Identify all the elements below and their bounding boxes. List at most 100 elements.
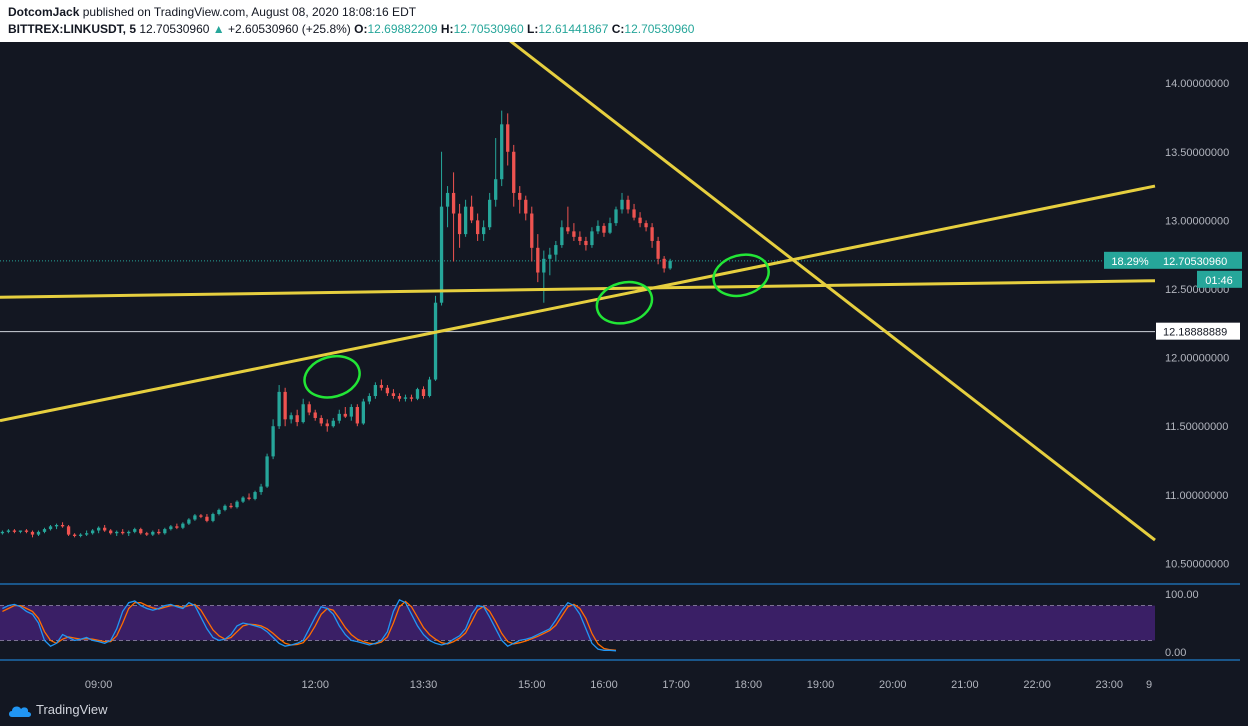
change-pct-text: 18.29% bbox=[1111, 256, 1149, 268]
candle-body bbox=[494, 179, 498, 200]
candle-body bbox=[66, 526, 71, 535]
time-tick-label: 15:00 bbox=[518, 679, 546, 691]
candle-body bbox=[415, 389, 420, 399]
candle-body bbox=[379, 385, 384, 388]
time-tick-label: 16:00 bbox=[590, 679, 618, 691]
candle-body bbox=[271, 426, 275, 457]
candle-body bbox=[229, 505, 233, 508]
candle-body bbox=[115, 531, 119, 534]
time-tick-label: 20:00 bbox=[879, 679, 907, 691]
candle-body bbox=[253, 492, 257, 499]
candle-body bbox=[367, 396, 372, 402]
candle-body bbox=[175, 526, 179, 528]
price-tick-label: 11.00000000 bbox=[1165, 490, 1228, 502]
candle-body bbox=[409, 397, 414, 399]
candle-body bbox=[283, 391, 287, 420]
symbol-label[interactable]: BITTREX:LINKUSDT, 5 bbox=[8, 22, 137, 36]
time-tick-label: 13:30 bbox=[410, 679, 438, 691]
stoch-tick-label: 100.00 bbox=[1165, 589, 1199, 601]
candle-body bbox=[512, 151, 516, 193]
candle-body bbox=[84, 533, 89, 535]
hline-text: 12.18888889 bbox=[1163, 327, 1227, 339]
candle-body bbox=[626, 199, 630, 210]
candle-body bbox=[259, 486, 263, 493]
candle-body bbox=[596, 225, 600, 232]
candle-body bbox=[103, 527, 107, 531]
candle-body bbox=[313, 412, 317, 418]
candle-body bbox=[488, 199, 492, 228]
time-tick-label: 09:00 bbox=[85, 679, 113, 691]
candle-body bbox=[60, 524, 65, 527]
brand-name: TradingView bbox=[36, 702, 108, 717]
candle-body bbox=[560, 227, 564, 246]
author-name[interactable]: DotcomJack bbox=[8, 5, 80, 19]
candle-body bbox=[566, 227, 570, 232]
price-chart[interactable]: 14.0000000013.5000000013.0000000012.5000… bbox=[0, 42, 1248, 692]
close-label: C: bbox=[611, 22, 625, 36]
current-price-badge bbox=[1156, 251, 1242, 269]
candle-body bbox=[241, 497, 245, 502]
candle-body bbox=[139, 529, 143, 534]
candle-body bbox=[506, 124, 510, 152]
candle-body bbox=[6, 530, 11, 532]
tradingview-logo[interactable]: TradingView bbox=[8, 702, 108, 718]
current-price-text: 12.70530960 bbox=[1163, 256, 1227, 268]
candle-body bbox=[48, 526, 53, 530]
candle-body bbox=[217, 509, 221, 515]
trendline bbox=[509, 42, 1156, 542]
annotation-circle bbox=[303, 354, 361, 399]
candle-body bbox=[391, 393, 396, 397]
price-tick-label: 14.00000000 bbox=[1165, 78, 1229, 90]
publish-info: DotcomJack published on TradingView.com,… bbox=[8, 5, 416, 19]
candle-body bbox=[349, 406, 353, 417]
cloud-icon bbox=[9, 706, 31, 717]
price-tick-label: 13.00000000 bbox=[1165, 215, 1229, 227]
chart-header: DotcomJack published on TradingView.com,… bbox=[0, 0, 1248, 42]
change-pct-badge bbox=[1104, 251, 1156, 269]
candle-body bbox=[343, 413, 347, 417]
candle-body bbox=[638, 217, 642, 224]
candle-body bbox=[445, 192, 450, 207]
candle-body bbox=[0, 531, 5, 534]
countdown-badge bbox=[1197, 270, 1242, 288]
candle-body bbox=[620, 199, 624, 210]
candle-body bbox=[90, 530, 95, 534]
candle-body bbox=[644, 223, 648, 228]
candle-body bbox=[584, 240, 588, 246]
open-value: 12.69882209 bbox=[367, 22, 438, 36]
candle-body bbox=[536, 247, 540, 273]
candle-body bbox=[121, 531, 125, 534]
candle-body bbox=[554, 245, 558, 255]
candle-body bbox=[475, 220, 480, 235]
candle-body bbox=[247, 497, 251, 499]
ohlc-legend: BITTREX:LINKUSDT, 5 12.70530960 ▲ +2.605… bbox=[8, 22, 694, 36]
candle-body bbox=[325, 423, 329, 427]
candle-body bbox=[602, 225, 606, 233]
price-tick-label: 12.00000000 bbox=[1165, 353, 1229, 365]
candle-body bbox=[451, 192, 456, 214]
candle-body bbox=[42, 529, 47, 532]
candle-body bbox=[397, 396, 402, 399]
candle-body bbox=[656, 240, 660, 259]
candle-body bbox=[205, 516, 209, 521]
price-change: +2.60530960 (+25.8%) bbox=[228, 22, 351, 36]
trendline bbox=[0, 184, 1156, 423]
price-tick-label: 10.50000000 bbox=[1165, 558, 1229, 570]
candle-body bbox=[199, 515, 203, 517]
candle-body bbox=[235, 501, 239, 508]
close-value: 12.70530960 bbox=[624, 22, 695, 36]
time-tick-label: 19:00 bbox=[807, 679, 835, 691]
candle-body bbox=[78, 534, 83, 536]
candle-body bbox=[662, 258, 666, 269]
candle-body bbox=[608, 223, 612, 233]
candle-body bbox=[72, 534, 77, 536]
candle-body bbox=[463, 206, 468, 235]
low-label: L: bbox=[526, 22, 539, 36]
candle-body bbox=[301, 404, 305, 423]
candle-body bbox=[145, 533, 149, 535]
candle-body bbox=[54, 524, 59, 527]
candle-body bbox=[518, 192, 522, 200]
stoch-tick-label: 0.00 bbox=[1165, 647, 1186, 659]
candle-body bbox=[361, 401, 365, 424]
low-value: 12.61441867 bbox=[538, 22, 609, 36]
